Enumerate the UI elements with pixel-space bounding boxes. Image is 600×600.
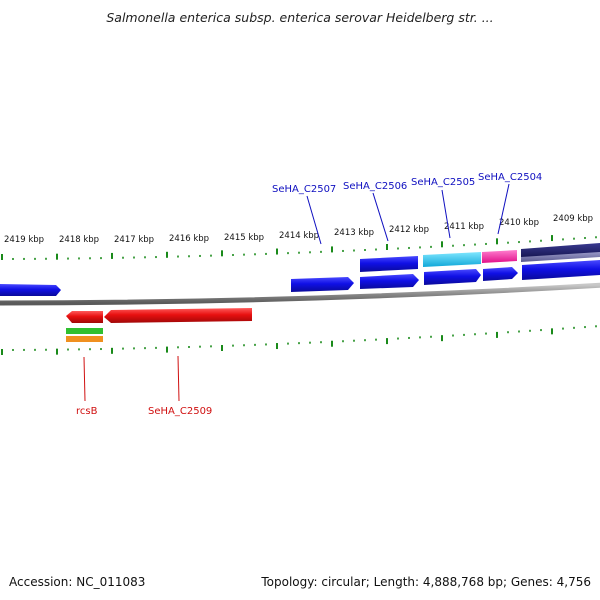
gene-labels: SeHA_C2507 SeHA_C2506 SeHA_C2505 SeHA_C2…: [76, 172, 542, 417]
leader-line: [177, 355, 180, 402]
kbp-label: 2413 kbp: [334, 228, 374, 238]
gene-arrow-seha-c2509[interactable]: [104, 308, 252, 323]
kbp-label: 2409 kbp: [553, 214, 593, 224]
orange-feature-bar[interactable]: [66, 336, 103, 342]
kbp-label: 2410 kbp: [499, 218, 539, 228]
gene-label-seha-c2509[interactable]: SeHA_C2509: [148, 406, 212, 417]
leader-line: [83, 356, 86, 402]
leader-line: [497, 183, 510, 235]
kbp-label: 2417 kbp: [114, 235, 154, 245]
label-leader-lines: [83, 183, 510, 402]
gene-arrow[interactable]: [424, 269, 481, 285]
leader-line: [372, 192, 389, 242]
leader-line: [441, 189, 451, 239]
gene-arrow-rcsb[interactable]: [66, 311, 103, 323]
kbp-label: 2411 kbp: [444, 222, 484, 232]
green-feature-bar[interactable]: [66, 328, 103, 334]
gene-label-rcsb[interactable]: rcsB: [76, 406, 98, 417]
kbp-label: 2414 kbp: [279, 231, 319, 241]
kbp-label: 2419 kbp: [4, 235, 44, 245]
kbp-scale: 2419 kbp 2418 kbp 2417 kbp 2416 kbp 2415…: [4, 214, 593, 245]
genome-title: Salmonella enterica subsp. enterica sero…: [106, 10, 493, 25]
gene-arrow[interactable]: [360, 256, 418, 272]
gene-arrow[interactable]: [360, 274, 419, 289]
genome-backbone: [0, 282, 600, 306]
kbp-label: 2412 kbp: [389, 225, 429, 235]
gene-arrow[interactable]: [483, 267, 518, 281]
kbp-label: 2416 kbp: [169, 234, 209, 244]
kbp-label: 2415 kbp: [224, 233, 264, 243]
magenta-feature-block[interactable]: [482, 250, 517, 263]
cyan-feature-block[interactable]: [423, 252, 481, 267]
navy-feature-shadow: [521, 252, 600, 262]
reverse-strand-genes: [66, 308, 252, 323]
scale-ticks-lower: [1, 325, 597, 355]
gene-label-seha-c2507[interactable]: SeHA_C2507: [272, 184, 336, 195]
gene-label-seha-c2506[interactable]: SeHA_C2506: [343, 181, 407, 192]
leader-line: [306, 195, 322, 245]
kbp-label: 2418 kbp: [59, 235, 99, 245]
feature-blocks: [423, 243, 600, 267]
scale-ticks-upper: [1, 235, 597, 260]
gene-label-seha-c2505[interactable]: SeHA_C2505: [411, 177, 475, 188]
gene-arrow[interactable]: [291, 277, 354, 292]
topology-text: Topology: circular; Length: 4,888,768 bp…: [260, 575, 591, 589]
forward-strand-genes: [0, 256, 600, 296]
gene-arrow[interactable]: [522, 260, 600, 280]
gene-arrow[interactable]: [0, 284, 61, 296]
accession-text: Accession: NC_011083: [9, 575, 145, 589]
gene-label-seha-c2504[interactable]: SeHA_C2504: [478, 172, 542, 183]
